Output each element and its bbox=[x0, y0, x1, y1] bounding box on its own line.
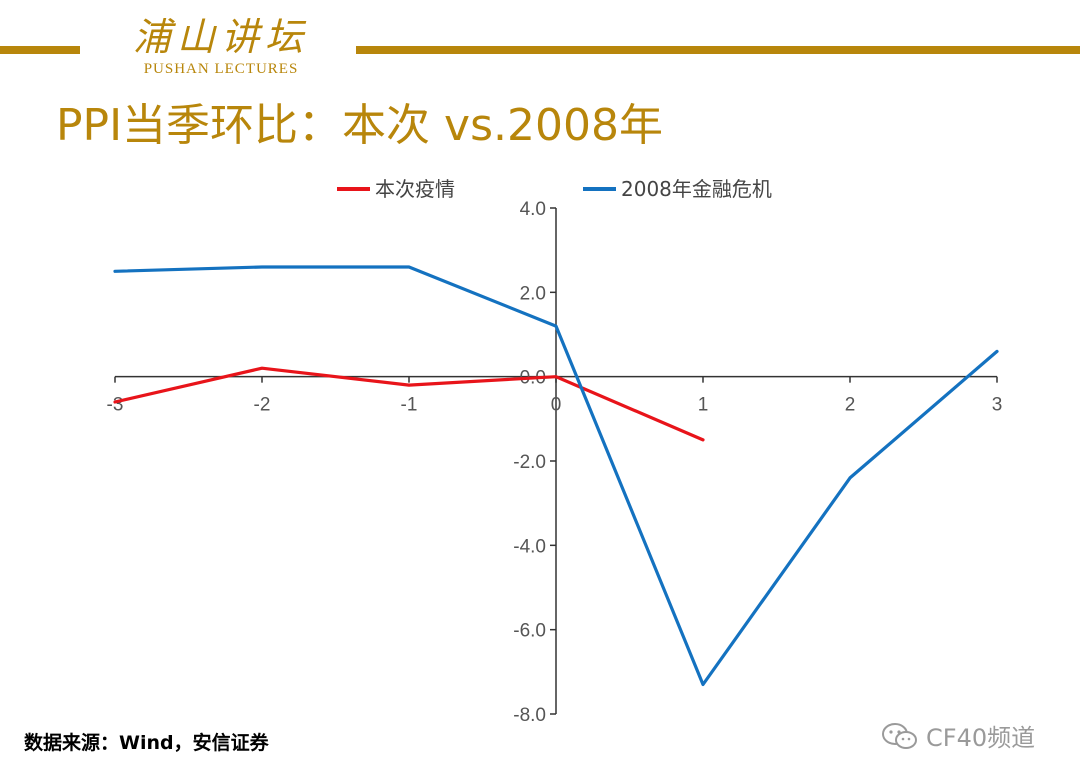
y-tick-label: -6.0 bbox=[513, 621, 546, 642]
logo-chinese-text: 浦山讲坛 bbox=[132, 15, 309, 59]
y-tick-label: -4.0 bbox=[513, 536, 546, 557]
slide-title: PPI当季环比：本次 vs.2008年 bbox=[56, 100, 663, 151]
watermark-text: CF40频道 bbox=[926, 724, 1036, 752]
header-rule-right bbox=[356, 46, 1080, 54]
x-tick-label: -3 bbox=[107, 395, 124, 416]
legend-label-0: 本次疫情 bbox=[375, 177, 455, 201]
x-tick-label: 2 bbox=[845, 395, 856, 416]
legend-label-1: 2008年金融危机 bbox=[621, 177, 772, 201]
data-source-note: 数据来源：Wind，安信证券 bbox=[24, 732, 269, 754]
x-tick-label: -2 bbox=[254, 395, 271, 416]
pushan-logo: 浦山讲坛 PUSHAN LECTURES bbox=[96, 14, 346, 78]
y-tick-label: -8.0 bbox=[513, 705, 546, 726]
y-tick-label: -2.0 bbox=[513, 452, 546, 473]
wechat-icon bbox=[882, 722, 917, 749]
x-tick-label: 1 bbox=[698, 395, 709, 416]
y-tick-label: 4.0 bbox=[520, 199, 546, 220]
header-rule-left bbox=[0, 46, 80, 54]
x-tick-label: 3 bbox=[992, 395, 1003, 416]
y-tick-label: 2.0 bbox=[520, 283, 546, 304]
logo-english-text: PUSHAN LECTURES bbox=[143, 61, 299, 77]
x-tick-label: 0 bbox=[551, 395, 562, 416]
watermark: CF40频道 bbox=[880, 718, 1035, 753]
x-tick-label: -1 bbox=[401, 395, 418, 416]
